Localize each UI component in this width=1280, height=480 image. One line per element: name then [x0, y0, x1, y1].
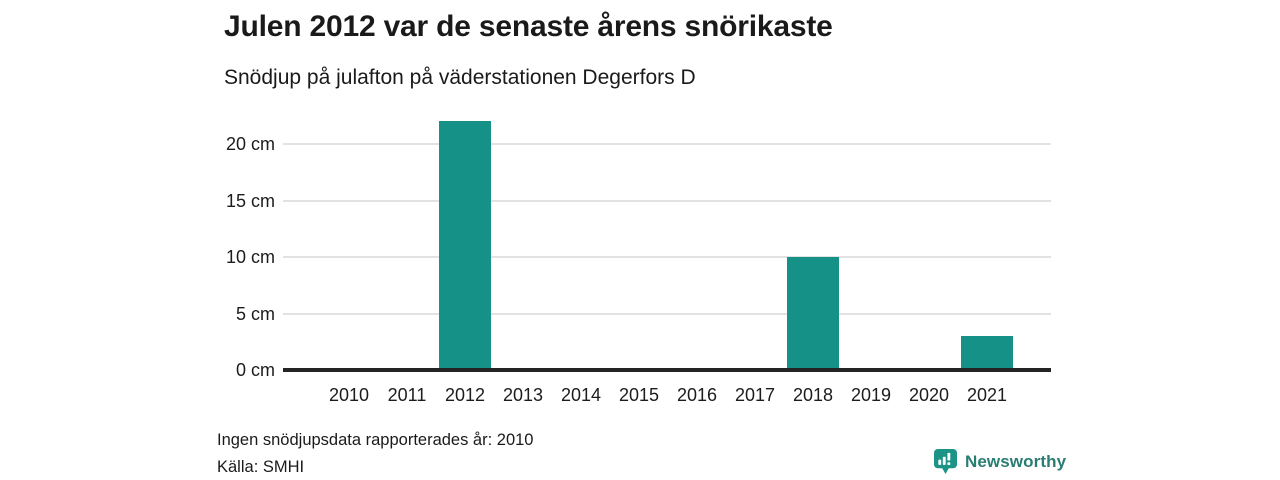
bar-cell-2013: [494, 114, 552, 370]
gridline-15cm: [283, 199, 1051, 202]
y-tick-label-15cm: 15 cm: [225, 190, 275, 211]
x-tick-label-2016: 2016: [676, 385, 718, 405]
x-tick-label-2010: 2010: [328, 385, 370, 405]
chart-source: Källa: SMHI: [217, 458, 305, 476]
x-tick-label-2013: 2013: [502, 385, 544, 405]
x-tick-label-2014: 2014: [560, 385, 602, 405]
bar-cell-2021: [958, 114, 1016, 370]
x-tick-label-2017: 2017: [734, 385, 776, 405]
newsworthy-logo[interactable]: Newsworthy: [934, 449, 1066, 474]
bar-cell-2019: [842, 114, 900, 370]
x-tick-label-2018: 2018: [792, 385, 834, 405]
newsworthy-logo-text: Newsworthy: [965, 451, 1067, 471]
bar-cell-2020: [900, 114, 958, 370]
plot-area: 0 cm 5 cm 10 cm 15 cm 20 cm 2010 2011 2012 2013…: [226, 114, 1051, 405]
bar-cell-2018: [784, 114, 842, 370]
chart-note: Ingen snödjupsdata rapporterades år: 201…: [217, 431, 534, 449]
bar-cell-2015: [610, 114, 668, 370]
newsworthy-chart-bubble-icon: [934, 449, 957, 474]
bar-2018: [787, 257, 839, 370]
bars-row: [320, 114, 1016, 370]
bar-cell-2014: [552, 114, 610, 370]
x-tick-label-2012: 2012: [444, 385, 486, 405]
bar-cell-2011: [378, 114, 436, 370]
bar-cell-2016: [668, 114, 726, 370]
bar-2021: [961, 336, 1013, 370]
bar-cell-2010: [320, 114, 378, 370]
y-axis: 0 cm 5 cm 10 cm 15 cm 20 cm: [226, 114, 1051, 380]
x-tick-label-2020: 2020: [908, 385, 950, 405]
bar-cell-2017: [726, 114, 784, 370]
chart-subtitle: Snödjup på julafton på väderstationen De…: [224, 66, 696, 89]
gridline-20cm: [283, 143, 1051, 145]
x-tick-label-2011: 2011: [387, 385, 427, 405]
chart-title: Julen 2012 var de senaste årens snörikas…: [224, 10, 833, 43]
x-axis: 2010 2011 2012 2013 2014 2015 2016 2017 2018 2019…: [320, 385, 1016, 406]
x-tick-label-2015: 2015: [618, 385, 660, 405]
gridline-5cm: [283, 312, 1051, 315]
y-tick-label-0cm: 0 cm: [235, 360, 275, 380]
gridline-10cm: [283, 256, 1051, 258]
x-tick-label-2021: 2021: [966, 385, 1008, 405]
x-tick-label-2019: 2019: [850, 385, 892, 405]
bar-cell-2012: [436, 114, 494, 370]
y-tick-label-20cm: 20 cm: [225, 134, 275, 154]
y-tick-label-10cm: 10 cm: [225, 247, 275, 267]
bar-2012: [439, 121, 491, 370]
x-axis-baseline: [283, 368, 1051, 372]
y-tick-label-5cm: 5 cm: [235, 303, 275, 324]
